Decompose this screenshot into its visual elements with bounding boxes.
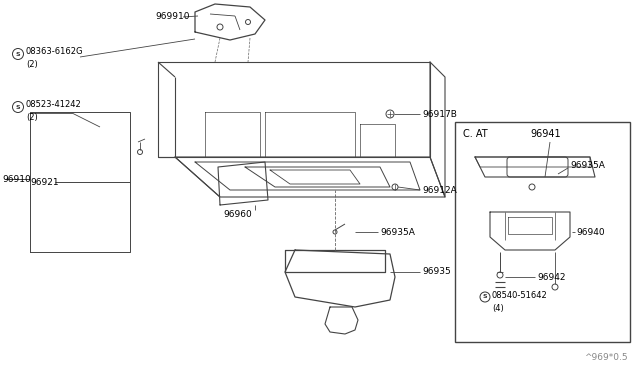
Text: 96935A: 96935A <box>380 228 415 237</box>
Text: (2): (2) <box>26 60 38 68</box>
Text: 96910: 96910 <box>2 174 31 183</box>
Text: 96912A: 96912A <box>422 186 457 195</box>
Text: C. AT: C. AT <box>463 129 488 139</box>
Text: (4): (4) <box>492 304 504 312</box>
Text: S: S <box>16 105 20 109</box>
Text: S: S <box>16 51 20 57</box>
Text: 08523-41242: 08523-41242 <box>26 99 82 109</box>
Text: 96942: 96942 <box>537 273 566 282</box>
Text: 96941: 96941 <box>530 129 561 139</box>
Text: S: S <box>483 295 487 299</box>
Text: 96940: 96940 <box>576 228 605 237</box>
Text: 96921: 96921 <box>30 177 59 186</box>
Text: 08363-6162G: 08363-6162G <box>26 46 83 55</box>
Text: 96917B: 96917B <box>422 109 457 119</box>
Text: 969910: 969910 <box>155 12 189 20</box>
Text: 96935A: 96935A <box>570 160 605 170</box>
Text: 08540-51642: 08540-51642 <box>492 291 548 299</box>
Text: 96960: 96960 <box>223 209 252 218</box>
Text: (2): (2) <box>26 112 38 122</box>
Text: ^969*0.5: ^969*0.5 <box>584 353 628 362</box>
Text: 96935: 96935 <box>422 267 451 276</box>
Bar <box>455 122 630 342</box>
